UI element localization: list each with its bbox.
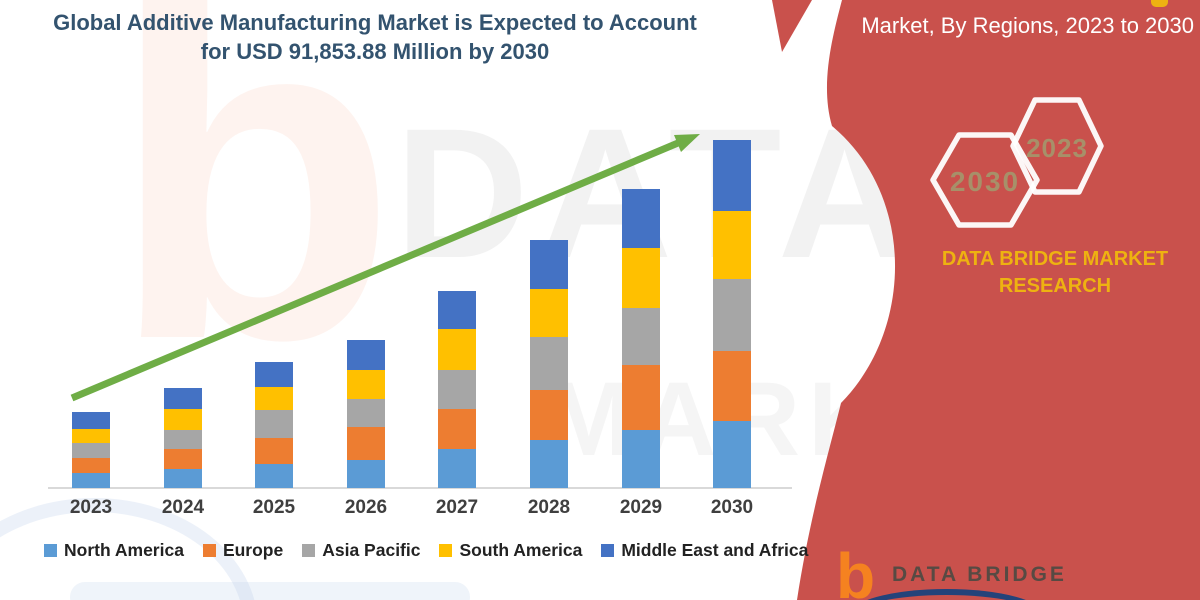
red-banner-sliver — [772, 0, 812, 52]
bar-segment-2025-asia-pacific — [255, 410, 293, 438]
bar-segment-2023-asia-pacific — [72, 443, 110, 458]
x-axis-label-2026: 2026 — [344, 497, 388, 518]
banner-brand-text: DATA BRIDGE MARKET RESEARCH — [941, 248, 1169, 297]
bar-segment-2025-europe — [255, 438, 293, 464]
bar-segment-2026-south-america — [347, 370, 385, 399]
hexagon-2030-icon — [930, 132, 1040, 228]
legend-label: South America — [459, 540, 583, 560]
legend-label: Europe — [222, 540, 284, 560]
bar-segment-2028-europe — [530, 390, 568, 440]
x-axis-label-2028: 2028 — [527, 497, 571, 518]
bar-segment-2028-asia-pacific — [530, 337, 568, 390]
bar-segment-2026-north-america — [347, 460, 385, 488]
legend-item-asia-pacific: Asia Pacific — [302, 540, 420, 561]
x-axis-label-2023: 2023 — [69, 497, 113, 518]
chart-title: Global Additive Manufacturing Market is … — [53, 10, 697, 64]
bar-segment-2028-south-america — [530, 289, 568, 337]
bar-segment-2030-south-america — [713, 211, 751, 279]
bar-segment-2029-south-america — [622, 248, 660, 308]
bar-segment-2027-south-america — [438, 329, 476, 370]
hexagon-2023-icon — [1010, 97, 1104, 195]
bar-segment-2024-south-america — [164, 409, 202, 430]
footer-logo-swoosh-icon — [848, 589, 1045, 600]
bar-segment-2026-europe — [347, 427, 385, 460]
bar-segment-2029-middle-east-and-africa — [622, 189, 660, 248]
bar-segment-2024-north-america — [164, 469, 202, 488]
legend-swatch-icon — [439, 544, 453, 557]
bar-segment-2025-north-america — [255, 464, 293, 488]
legend: North America Europe Asia Pacific South Ame… — [44, 540, 808, 561]
x-axis-line — [48, 487, 792, 489]
bar-segment-2027-asia-pacific — [438, 370, 476, 409]
bar-segment-2027-north-america — [438, 449, 476, 488]
bar-segment-2023-north-america — [72, 473, 110, 488]
banner-subtitle: Market, By Regions, 2023 to 2030 — [861, 13, 1194, 38]
legend-swatch-icon — [601, 544, 615, 557]
bar-segment-2030-north-america — [713, 421, 751, 488]
bar-segment-2027-middle-east-and-africa — [438, 291, 476, 329]
x-axis-label-2029: 2029 — [619, 497, 663, 518]
legend-item-europe: Europe — [202, 540, 284, 561]
legend-label: Middle East and Africa — [621, 540, 809, 560]
watermark-band — [70, 582, 470, 600]
footer-logo-name: DATA BRIDGE — [892, 563, 1067, 586]
bar-segment-2023-south-america — [72, 429, 110, 443]
bar-segment-2028-middle-east-and-africa — [530, 240, 568, 289]
x-axis-label-2030: 2030 — [710, 497, 754, 518]
legend-label: North America — [64, 540, 184, 560]
top-edge-text-fragment — [1151, 0, 1168, 7]
x-axis-label-2024: 2024 — [161, 497, 205, 518]
legend-item-south-america: South America — [439, 540, 582, 561]
footer-logo-b-icon: b — [836, 540, 876, 600]
bar-segment-2023-europe — [72, 458, 110, 473]
bar-segment-2023-middle-east-and-africa — [72, 412, 110, 429]
bar-segment-2029-europe — [622, 365, 660, 430]
bar-segment-2024-asia-pacific — [164, 430, 202, 449]
bar-segment-2024-middle-east-and-africa — [164, 388, 202, 409]
legend-item-north-america: North America — [44, 540, 184, 561]
x-axis-label-2027: 2027 — [435, 497, 479, 518]
bar-segment-2029-asia-pacific — [622, 308, 660, 365]
trend-arrowhead-icon — [674, 134, 700, 152]
hexagon-2023-label: 2023 — [1026, 133, 1088, 163]
bar-segment-2025-south-america — [255, 387, 293, 410]
bar-segment-2030-middle-east-and-africa — [713, 140, 751, 211]
bar-segment-2028-north-america — [530, 440, 568, 488]
legend-swatch-icon — [302, 544, 316, 557]
bar-segment-2026-asia-pacific — [347, 399, 385, 427]
bar-segment-2029-north-america — [622, 430, 660, 488]
bar-segment-2027-europe — [438, 409, 476, 449]
bar-segment-2025-middle-east-and-africa — [255, 362, 293, 387]
legend-item-middle-east-and-africa: Middle East and Africa — [601, 540, 808, 561]
legend-swatch-icon — [202, 544, 216, 557]
x-axis-label-2025: 2025 — [252, 497, 296, 518]
bar-segment-2030-asia-pacific — [713, 279, 751, 351]
legend-swatch-icon — [44, 544, 57, 557]
bar-segment-2026-middle-east-and-africa — [347, 340, 385, 370]
hexagon-2030-label: 2030 — [949, 166, 1021, 197]
bar-segment-2024-europe — [164, 449, 202, 469]
legend-label: Asia Pacific — [322, 540, 421, 560]
bar-segment-2030-europe — [713, 351, 751, 421]
